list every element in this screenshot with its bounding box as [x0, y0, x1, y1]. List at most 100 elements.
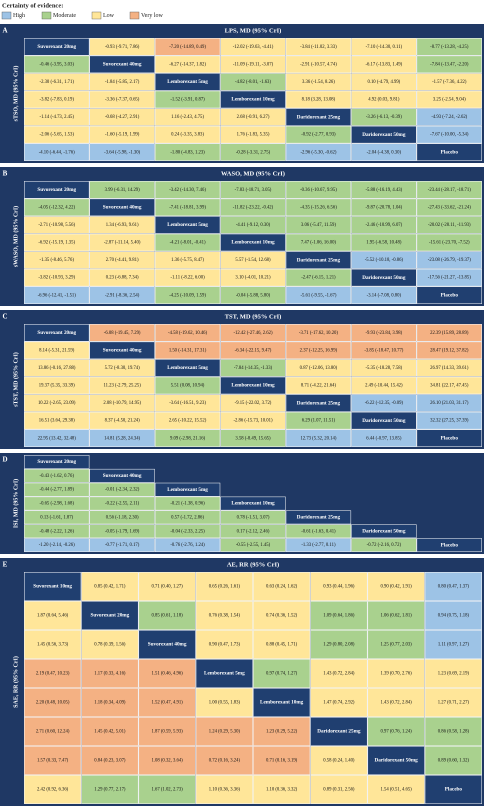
cell	[367, 659, 425, 688]
cell-value: 0.85 (0.42, 1.71)	[94, 585, 126, 590]
cell	[138, 717, 196, 746]
side-label: SAE, RR (95% CrI)	[12, 656, 19, 708]
cell	[351, 429, 417, 447]
cell-value: 0.87 (-12.06, 13.80)	[300, 366, 338, 371]
cell	[24, 510, 90, 525]
cell	[416, 90, 482, 109]
cell	[351, 359, 417, 377]
cell	[24, 376, 90, 395]
cell-value: 1.23 (0.69, 2.19)	[438, 672, 470, 677]
cell	[220, 411, 286, 430]
treatment-label: Daridorexant 25mg	[297, 515, 341, 521]
cell-value: 0.89 (0.31, 2.56)	[323, 788, 355, 793]
cell-value: -0.22 (-2.55, 2.11)	[105, 502, 140, 507]
cell-value: 0.24 (-3.35, 3.83)	[171, 133, 204, 138]
cell	[416, 73, 482, 91]
cell	[89, 233, 155, 252]
cell	[89, 394, 155, 412]
cell	[220, 181, 286, 199]
treatment-label: Suvorexant 20mg	[37, 187, 76, 193]
cell	[416, 376, 482, 395]
cell-value: -3.82 (-10.93, 3.29)	[38, 276, 75, 281]
cell-value: 1.87 (0.59, 5.93)	[152, 730, 184, 735]
cell	[220, 55, 286, 74]
cell	[138, 659, 196, 688]
cell	[89, 108, 155, 126]
cell	[154, 251, 221, 269]
diagonal-cell	[416, 143, 482, 161]
cell-value: -6.96 (-12.41, -1.51)	[38, 293, 77, 298]
cell	[367, 775, 425, 804]
cell-value: 2.70 (-4.41, 9.81)	[106, 258, 139, 263]
diagonal-cell	[220, 496, 286, 511]
cell-value: 0.94 (0.75, 1.18)	[438, 614, 470, 619]
cell-value: -2.91 (-10.57, 4.74)	[300, 62, 337, 67]
panel-letter: E	[3, 561, 8, 569]
cell-value: 12.73 (5.32, 20.14)	[300, 436, 336, 441]
cell-value: 1.09 (0.64, 1.86)	[323, 614, 355, 619]
cell	[154, 181, 221, 199]
cell	[138, 746, 196, 775]
cell-value: 1.76 (-1.83, 5.35)	[237, 133, 270, 138]
cell	[285, 233, 352, 252]
treatment-label: Suvorexant 20mg	[37, 44, 76, 50]
cell-value: 1.43 (0.72, 2.84)	[323, 672, 355, 677]
cell-value: 1.51 (0.46, 4.96)	[152, 672, 184, 677]
cell-value: 3.99 (-6.31, 14.29)	[105, 188, 141, 193]
cell-value: -2.04 (-4.38, 0.30)	[367, 150, 402, 155]
cell-value: -0.21 (-1.38, 0.96)	[170, 502, 205, 507]
cell-value: 1.47 (0.74, 2.92)	[323, 701, 355, 706]
cell-value: -1.20 (-2.14, -0.26)	[39, 543, 75, 548]
cell-value: 1.27 (0.71, 2.27)	[438, 701, 470, 706]
cell-value: 6.29 (1.07, 11.51)	[302, 419, 336, 424]
cell-value: 14.81 (5.28, 24.34)	[104, 436, 140, 441]
diagonal-cell	[24, 324, 90, 342]
cell-value: -4.41 (-9.12, 0.30)	[236, 223, 271, 228]
panel-title: AE, RR (95% CrI)	[227, 561, 279, 568]
diagonal-cell	[285, 108, 352, 126]
cell	[195, 572, 253, 601]
cell-value: -4.05 (-12.32, 4.22)	[38, 205, 75, 210]
cell	[24, 429, 90, 447]
diagonal-cell	[351, 125, 417, 144]
cell	[24, 268, 90, 287]
cell-value: 0.97 (0.74, 1.27)	[266, 672, 298, 677]
diagonal-cell	[253, 688, 311, 717]
cell	[81, 630, 139, 659]
cell-value: -12.42 (-27.46, 2.62)	[233, 331, 272, 336]
treatment-label: Lemborexant 5mg	[167, 487, 208, 493]
cell-value: -0.61 (-1.63, 0.41)	[301, 529, 336, 534]
cell-value: 0.65 (0.26, 1.61)	[209, 585, 241, 590]
diagonal-cell	[154, 216, 221, 234]
diagonal-cell	[310, 717, 368, 746]
diagonal-cell	[138, 630, 196, 659]
cell-value: -5.35 (-18.28, 7.58)	[365, 366, 402, 371]
cell	[220, 38, 286, 56]
diagonal-cell	[89, 468, 155, 483]
cell	[89, 359, 155, 377]
cell	[220, 324, 286, 342]
cell	[138, 688, 196, 717]
cell	[220, 251, 286, 269]
diagonal-cell	[285, 251, 352, 269]
cell	[154, 496, 221, 511]
cell	[89, 429, 155, 447]
cell-value: -3.84 (-11.02, 3.33)	[300, 45, 337, 50]
cell	[220, 198, 286, 217]
cell	[154, 394, 221, 412]
cell-value: 22.39 (15.89, 28.89)	[430, 331, 469, 336]
cell	[24, 108, 90, 126]
cell	[89, 181, 155, 199]
cell-value: -2.96 (-5.30, -0.62)	[300, 150, 336, 155]
cell	[24, 468, 90, 483]
cell-value: 2.08 (-10.79, 14.95)	[103, 401, 141, 406]
cell	[195, 746, 253, 775]
cell	[351, 233, 417, 252]
cell-value: -23.44 (-28.17, -18.71)	[428, 188, 471, 193]
cell-value: 16.51 (3.64, 29.38)	[39, 419, 75, 424]
cell	[154, 376, 221, 395]
treatment-label: Suvorexant 40mg	[148, 642, 187, 648]
cell-value: 0.23 (-6.88, 7.34)	[106, 276, 139, 281]
diagonal-cell	[154, 73, 221, 91]
cell-value: 1.57 (0.33, 7.47)	[37, 759, 69, 764]
